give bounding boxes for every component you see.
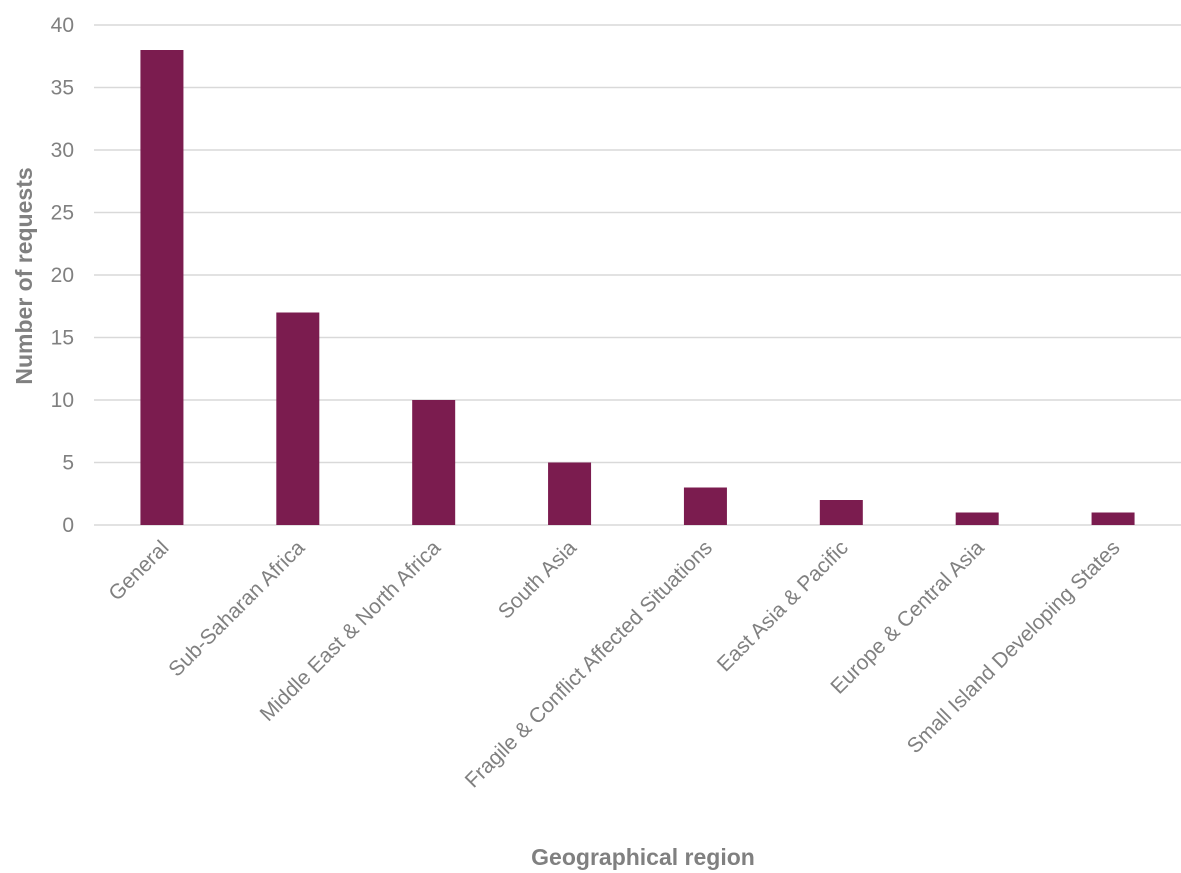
x-category-label: Small Island Developing States <box>903 536 1125 758</box>
bars <box>140 50 1135 525</box>
bar <box>140 50 184 525</box>
y-tick-label: 0 <box>62 514 74 537</box>
x-category-label: Sub-Saharan Africa <box>164 536 309 681</box>
grid-lines <box>94 24 1181 526</box>
y-tick-label: 20 <box>51 264 74 287</box>
bar <box>548 462 592 525</box>
x-category-label: Fragile & Conflict Affected Situations <box>461 536 717 792</box>
bar <box>955 512 999 525</box>
y-tick-label: 25 <box>51 202 74 225</box>
bar <box>1091 512 1135 525</box>
x-category-label: Europe & Central Asia <box>826 536 989 699</box>
x-category-label: South Asia <box>494 536 581 623</box>
y-tick-label: 5 <box>62 452 74 475</box>
x-category-label: General <box>104 536 173 605</box>
bar <box>819 500 863 525</box>
y-tick-label: 40 <box>51 14 74 37</box>
y-tick-label: 15 <box>51 327 74 350</box>
y-tick-labels: 0 5 10 15 20 25 30 35 40 <box>51 14 74 537</box>
y-tick-label: 30 <box>51 139 74 162</box>
bar <box>276 312 320 525</box>
x-category-label: East Asia & Pacific <box>713 536 853 676</box>
y-tick-label: 35 <box>51 77 74 100</box>
bar <box>683 487 727 525</box>
bar <box>412 400 456 525</box>
x-axis-title: Geographical region <box>531 844 755 870</box>
y-axis-title: Number of requests <box>11 167 37 384</box>
y-tick-label: 10 <box>51 389 74 412</box>
